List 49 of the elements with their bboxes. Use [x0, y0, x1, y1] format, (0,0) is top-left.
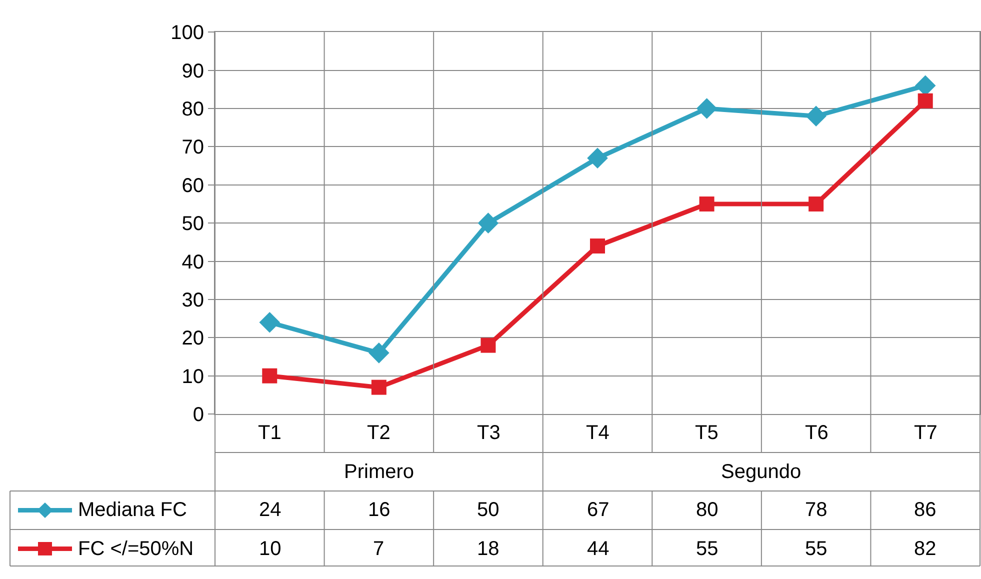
y-tick-label: 40	[182, 251, 204, 274]
point	[259, 312, 280, 333]
data-label: 16	[368, 499, 390, 521]
data-label: 82	[914, 538, 936, 560]
data-label: 50	[477, 499, 500, 521]
x-tick-label: T6	[805, 422, 828, 444]
point	[590, 238, 605, 254]
point	[696, 98, 718, 119]
text: Segundo	[721, 461, 802, 483]
data-label: 86	[914, 499, 936, 521]
point	[918, 93, 933, 108]
y-tick-label: 80	[182, 98, 204, 121]
point	[808, 196, 824, 212]
data-label: 55	[805, 538, 828, 560]
y-tick-label: 20	[182, 328, 204, 350]
x-tick-label: T7	[914, 422, 938, 444]
y-tick-label: 30	[182, 289, 204, 312]
x-tick-label: T1	[258, 422, 282, 444]
y-tick-label: 10	[182, 366, 204, 388]
point	[806, 106, 826, 127]
point	[587, 148, 608, 169]
point	[262, 368, 278, 384]
x-tick-label: T5	[695, 422, 718, 444]
legend-label: FC </=50%N	[78, 538, 194, 560]
data-label: 7	[373, 538, 384, 560]
text: Primero	[344, 461, 414, 483]
x-tick-label: T4	[586, 422, 610, 444]
data-label: 44	[587, 538, 610, 560]
y-tick-label: 70	[182, 136, 204, 159]
data-label: 55	[696, 538, 718, 560]
data-label: 24	[259, 499, 282, 521]
y-tick-label: 100	[170, 22, 204, 44]
legend-label: Mediana FC	[78, 499, 187, 521]
data-label: 80	[696, 499, 718, 521]
data-label: 18	[477, 538, 500, 560]
y-tick-label: 60	[182, 174, 204, 197]
data-label: 67	[587, 499, 610, 521]
x-tick-label: T3	[477, 422, 500, 444]
data-label: 10	[259, 538, 282, 560]
data-label: 78	[805, 499, 828, 521]
x-tick-label: T2	[367, 422, 390, 444]
point	[368, 342, 390, 364]
point	[478, 212, 499, 234]
point	[480, 338, 496, 353]
point	[699, 196, 714, 212]
y-tick-label: 50	[182, 213, 204, 236]
y-tick-label: 0	[192, 404, 204, 426]
y-tick-label: 90	[182, 60, 204, 82]
point	[371, 380, 386, 395]
